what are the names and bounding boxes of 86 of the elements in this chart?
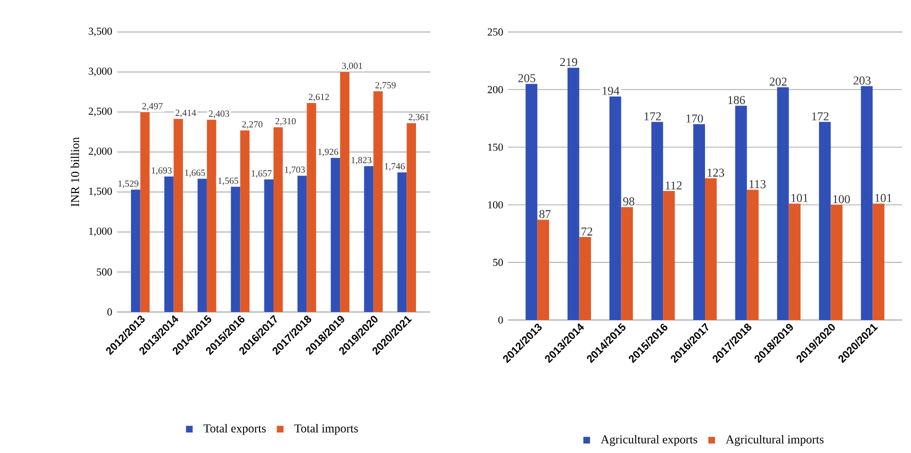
bar [872,204,884,320]
data-label: 202 [770,78,787,86]
data-label: 194 [602,86,620,95]
data-label: 101 [875,194,892,202]
data-label: 186 [728,96,745,104]
y-tick-label: 1,000 [89,228,112,236]
bar [663,190,675,320]
bar [340,72,350,312]
y-tick-label: 2,500 [88,108,112,116]
legend-label: Total imports [294,424,358,435]
bar [568,68,580,320]
y-axis-title: INR 10 billion [70,137,80,207]
data-label: 1,693 [152,167,172,175]
bar [130,190,140,312]
data-label: 1,746 [384,163,405,171]
bar [526,84,538,320]
bar [621,207,633,320]
bar [819,122,831,320]
data-label: 1,657 [252,170,272,178]
data-label: 2,612 [308,94,329,102]
bar [651,122,664,320]
bar [306,103,316,312]
y-tick-label: 250 [488,28,503,36]
data-label: 100 [833,195,850,204]
bar [788,204,801,320]
bar [206,120,216,312]
data-label: 98 [623,197,634,206]
y-tick-label: 150 [488,144,503,151]
data-label: 1,823 [352,156,372,165]
y-tick-label: 100 [488,201,503,208]
data-label: 113 [750,180,766,188]
data-label: 101 [791,194,808,202]
data-label: 3,001 [342,62,362,70]
bar [830,204,842,320]
bar [274,127,283,312]
data-label: 2,414 [176,110,196,118]
data-label: 72 [582,228,592,236]
y-tick-label: 200 [488,86,503,94]
bar [397,172,407,312]
bar [140,112,150,312]
data-label: 2,361 [408,114,429,122]
data-label: 112 [666,181,682,190]
data-label: 205 [518,74,536,82]
data-label: 87 [539,210,551,218]
bar [230,186,240,312]
bar [406,123,416,312]
data-label: 2,270 [242,121,262,129]
y-tick-label: 2,000 [88,148,112,156]
bar [174,118,183,312]
data-label: 1,926 [318,148,338,156]
legend-label: Total exports [204,424,266,435]
data-label: 2,403 [208,110,230,118]
data-label: 2,497 [142,103,163,111]
data-label: 203 [854,76,871,85]
y-tick-label: 1,500 [89,188,112,196]
y-tick-label: 3,000 [88,68,112,76]
y-tick-label: 50 [493,258,503,266]
data-label: 2,759 [375,82,396,90]
y-tick-label: 3,500 [88,28,112,36]
data-label: 219 [560,58,578,66]
legend-label: Agricultural imports [726,435,824,446]
y-tick-label: 0 [498,316,503,324]
data-label: 123 [708,168,724,177]
data-label: 2,310 [276,118,296,126]
bar [579,237,591,320]
bar [609,96,622,320]
legend-label: Agricultural exports [600,435,698,446]
bar [330,158,340,312]
bar [297,176,307,312]
bar [537,220,550,320]
bar [264,179,274,312]
bar [860,86,873,320]
y-tick-label: 0 [107,308,112,316]
bar [240,130,250,312]
data-label: 172 [812,112,828,120]
y-tick-label: 500 [96,268,112,276]
data-label: 1,529 [118,180,138,188]
data-label: 1,703 [285,166,305,174]
bar [164,176,174,312]
bar [373,91,383,312]
data-label: 172 [644,112,661,120]
bar [777,87,789,320]
data-label: 1,665 [185,170,205,178]
data-label: 1,565 [218,178,238,186]
data-label: 170 [686,114,703,123]
bar [693,124,705,320]
